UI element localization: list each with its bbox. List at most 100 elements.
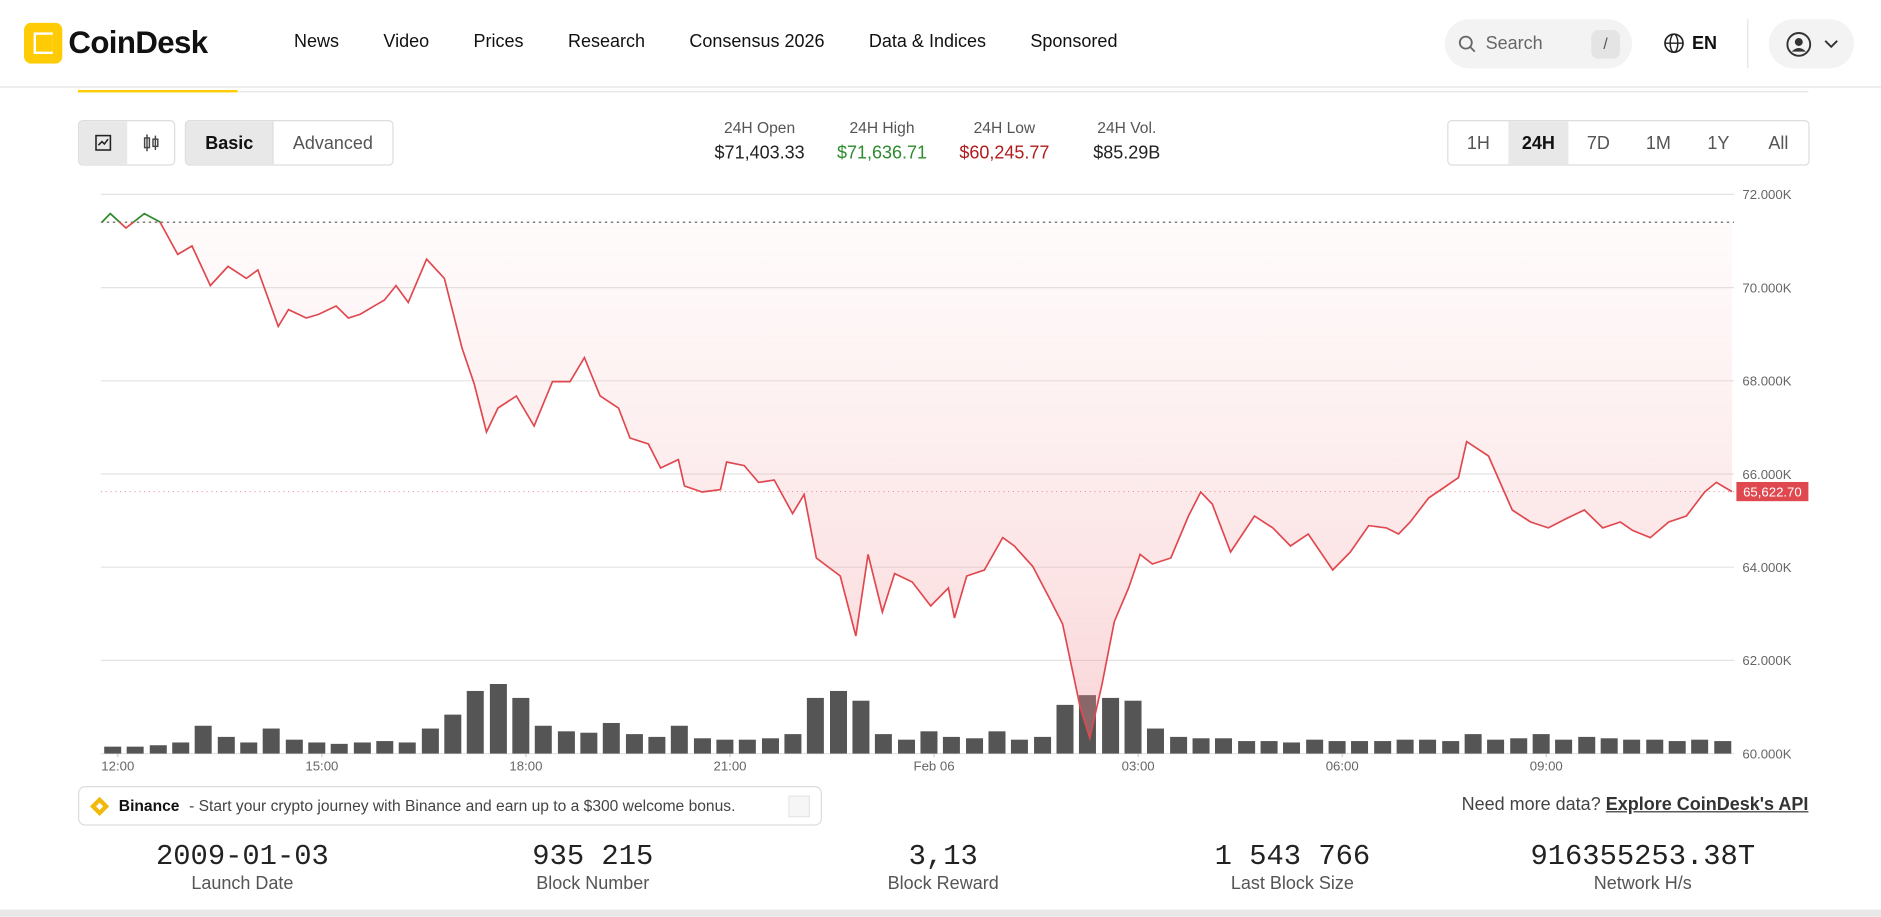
mode-button[interactable]: Advanced	[272, 121, 392, 165]
stat-label: 24H Low	[973, 118, 1036, 137]
volume-bar	[1306, 739, 1324, 754]
user-icon	[1785, 31, 1811, 57]
volume-bar	[308, 742, 326, 754]
nav-link[interactable]: Prices	[473, 31, 524, 52]
volume-bar	[806, 697, 824, 754]
nav-link[interactable]: Data & Indices	[868, 31, 986, 52]
ad-text: - Start your crypto journey with Binance…	[189, 796, 736, 815]
volume-bar	[149, 745, 167, 754]
volume-bar	[738, 739, 756, 754]
range-button[interactable]: 1H	[1466, 132, 1490, 153]
volume-bar	[489, 684, 507, 754]
volume-bar	[716, 739, 734, 754]
volume-bar	[874, 734, 892, 754]
search-box[interactable]: Search /	[1444, 19, 1633, 69]
api-prompt: Need more data? Explore CoinDesk's API	[1462, 794, 1809, 814]
network-stat: 2009-01-03 Launch Date	[98, 842, 386, 894]
volume-bar	[625, 734, 643, 754]
account-button[interactable]	[1768, 19, 1855, 69]
stat-value: $85.29B	[1093, 142, 1161, 164]
volume-bar	[330, 743, 348, 754]
header	[0, 0, 1881, 88]
candle-chart-button[interactable]	[127, 121, 174, 164]
volume-bar	[1260, 741, 1278, 754]
stat-value: $71,636.71	[836, 142, 928, 164]
x-tick-label: 18:00	[509, 758, 542, 773]
volume-bar	[1714, 741, 1732, 754]
api-link[interactable]: Explore CoinDesk's API	[1605, 794, 1809, 815]
volume-bar	[172, 742, 190, 754]
last-price-badge	[1736, 481, 1809, 502]
network-label: Network H/s	[1593, 873, 1692, 895]
y-tick-label: 70.000K	[1742, 280, 1791, 295]
x-tick-label: 21:00	[713, 758, 746, 773]
volume-bar	[126, 746, 144, 754]
language-button[interactable]: EN	[1663, 31, 1717, 55]
y-tick-label: 66.000K	[1742, 467, 1791, 482]
x-tick-label: Feb 06	[914, 758, 955, 773]
volume-bar	[1010, 739, 1028, 754]
volume-bar	[761, 738, 779, 754]
volume-bar	[1351, 741, 1369, 754]
stat-value: $71,403.33	[714, 142, 805, 164]
volume-bar	[829, 690, 847, 754]
volume-bar	[648, 736, 666, 754]
globe-icon	[1664, 33, 1684, 54]
y-tick-label: 64.000K	[1742, 560, 1791, 575]
volume-bar	[580, 732, 598, 754]
mode-button[interactable]: Basic	[186, 121, 273, 165]
stat-label: 24H High	[849, 118, 915, 137]
volume-bar	[240, 742, 258, 754]
volume-bar	[557, 731, 575, 754]
network-label: Launch Date	[191, 873, 294, 895]
volume-bar	[920, 731, 938, 754]
stat-label: 24H Vol.	[1097, 118, 1157, 137]
price-line	[101, 212, 1733, 742]
language: EN	[1692, 33, 1718, 54]
volume-bar	[1146, 728, 1164, 754]
stat-label: 24H Open	[724, 118, 796, 137]
range-button[interactable]: 1M	[1645, 132, 1671, 153]
ad-banner[interactable]: Binance - Start your crypto journey with…	[78, 786, 823, 826]
range-button[interactable]: 24H	[1508, 121, 1569, 165]
volume-bar	[1646, 739, 1664, 754]
tab-indicator	[78, 90, 238, 93]
volume-bar	[285, 739, 303, 754]
chevron-icon	[1823, 39, 1838, 48]
logo-text[interactable]: CoinDesk	[68, 24, 208, 61]
volume-bar	[1419, 739, 1437, 754]
volume-bar	[1623, 739, 1641, 754]
volume-bar	[1056, 704, 1074, 754]
volume-bar	[1600, 738, 1618, 754]
nav-link[interactable]: Research	[567, 31, 645, 52]
line-chart-button[interactable]	[79, 121, 128, 165]
volume-bar	[1396, 739, 1414, 754]
volume-bar	[1238, 741, 1256, 754]
volume-bar	[1442, 741, 1460, 754]
search-shortcut: /	[1591, 29, 1621, 59]
nav-link[interactable]: Video	[383, 31, 430, 52]
volume-bar	[1102, 697, 1120, 754]
network-value: 935 215	[532, 841, 654, 874]
y-tick-label: 72.000K	[1742, 187, 1791, 202]
volume-bar	[1034, 736, 1052, 754]
volume-bar	[1668, 741, 1686, 754]
network-label: Block Number	[536, 873, 650, 895]
range-button[interactable]: 7D	[1586, 132, 1610, 153]
range-button[interactable]: 1Y	[1707, 132, 1730, 153]
stat-value: $60,245.77	[959, 142, 1050, 164]
stat: 24H Vol. $85.29B	[1055, 119, 1199, 163]
nav-link[interactable]: Sponsored	[1030, 31, 1118, 52]
api-text: Need more data?	[1461, 794, 1601, 815]
network-stat: 1 543 766 Last Block Size	[1148, 842, 1436, 894]
bottom-bar	[0, 909, 1881, 917]
volume-bar	[421, 728, 439, 754]
volume-bar	[512, 697, 530, 754]
ad-close[interactable]	[788, 795, 811, 817]
nav-link[interactable]: Consensus 2026	[689, 31, 825, 52]
stat: 24H Low $60,245.77	[932, 119, 1076, 163]
volume-bar	[353, 742, 371, 754]
range-button[interactable]: All	[1768, 132, 1789, 153]
nav-link[interactable]: News	[294, 31, 340, 52]
